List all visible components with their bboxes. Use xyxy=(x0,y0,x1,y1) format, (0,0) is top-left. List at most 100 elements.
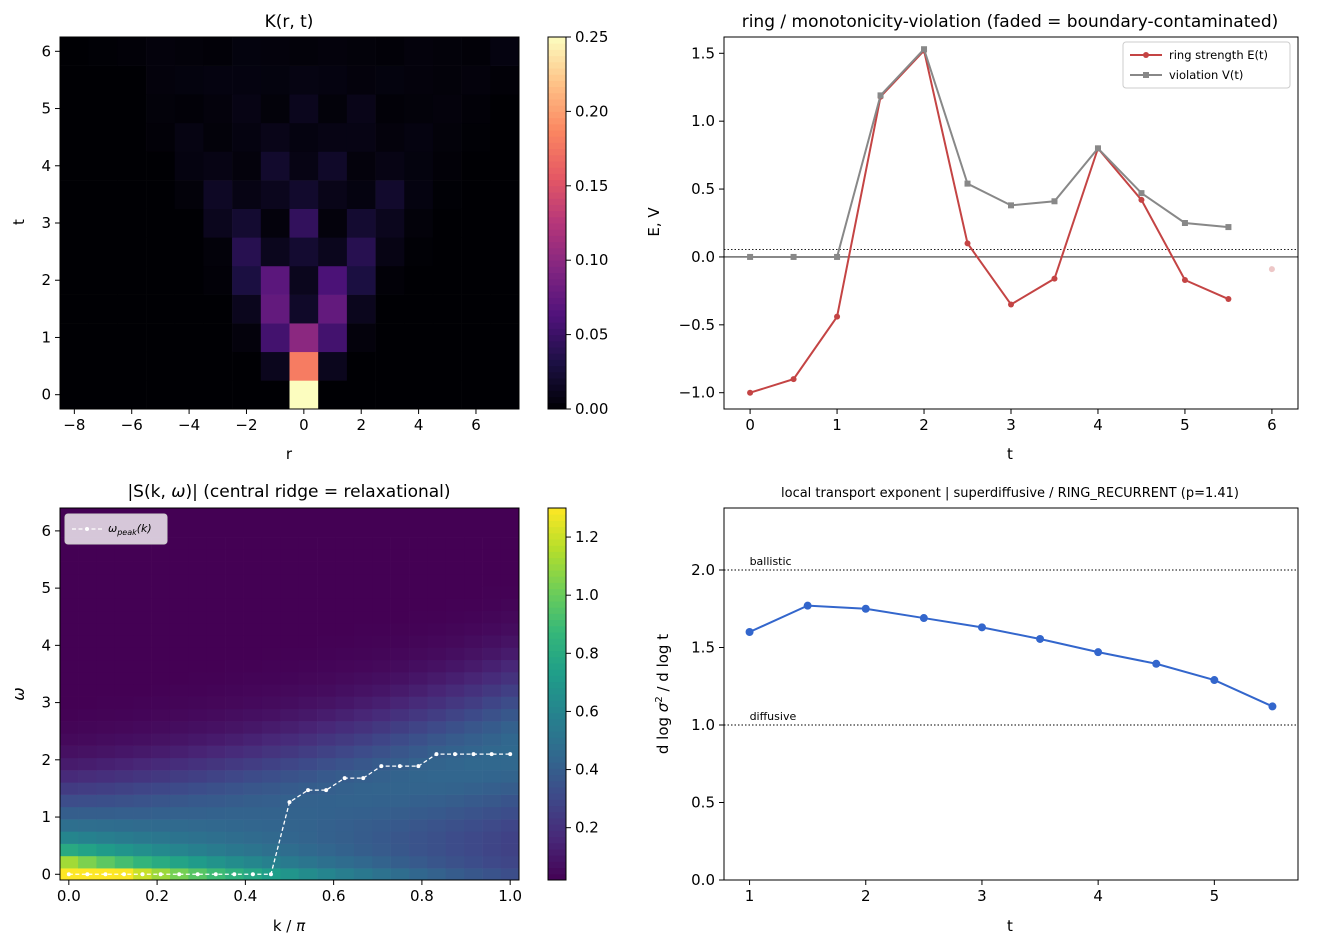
kernel-cell xyxy=(346,294,376,324)
sk-peak-line xyxy=(66,752,513,877)
sk-cell xyxy=(464,794,483,808)
kernel-cell xyxy=(404,151,434,181)
kernel-cell xyxy=(490,122,520,152)
kernel-cell xyxy=(88,94,118,124)
kernel-colorbar-step xyxy=(548,173,566,181)
sk-cell xyxy=(353,757,373,771)
sk-colorbar-frame xyxy=(547,507,567,881)
peak-point xyxy=(379,764,384,769)
sk-cell xyxy=(409,831,428,844)
sk-cell xyxy=(169,537,189,550)
sk-cell xyxy=(60,770,79,783)
sk-cell xyxy=(372,659,391,673)
sk-cell xyxy=(464,659,483,673)
violation-point xyxy=(1138,190,1145,197)
sk-cell xyxy=(60,794,79,808)
kernel-cell xyxy=(289,351,319,381)
sk-ytick-label: 0 xyxy=(41,865,51,883)
sk-cell xyxy=(114,782,134,795)
sk-cell xyxy=(243,561,263,575)
sk-cell xyxy=(427,782,447,795)
sk-cell xyxy=(78,770,97,783)
sk-cell xyxy=(206,745,226,759)
kernel-cell xyxy=(404,208,434,238)
sk-colorbar-step xyxy=(548,842,566,850)
sk-xtick-label: 0.8 xyxy=(410,887,434,905)
transport-xtick-label: 5 xyxy=(1210,887,1220,905)
sk-cell xyxy=(372,794,391,808)
kernel-xtick-label: −2 xyxy=(235,416,257,434)
sk-cell xyxy=(427,598,447,612)
kernel-cell xyxy=(60,294,89,324)
sk-cell xyxy=(427,721,447,734)
sk-cell xyxy=(188,733,208,746)
sk-cell xyxy=(445,708,465,722)
kernel-cell xyxy=(289,180,319,209)
kernel-cell xyxy=(232,265,262,295)
sk-colorbar-step xyxy=(548,805,566,813)
sk-cell xyxy=(78,782,97,795)
ring-strength-point xyxy=(790,376,797,383)
sk-cell xyxy=(96,831,116,844)
sk-cell xyxy=(317,733,336,746)
sk-cell xyxy=(390,573,410,587)
sk-cell xyxy=(188,537,208,550)
sk-cell xyxy=(243,708,263,722)
sk-cell xyxy=(409,537,428,550)
kernel-cell xyxy=(260,237,290,267)
sk-cell xyxy=(261,586,281,599)
sk-cell xyxy=(482,843,502,857)
sk-cell xyxy=(96,647,116,661)
kernel-cell xyxy=(404,323,434,353)
sk-cell xyxy=(317,549,336,562)
kernel-cell xyxy=(461,122,491,152)
sk-cell xyxy=(500,647,520,661)
kernel-colorbar-step xyxy=(548,291,566,298)
sk-cell xyxy=(409,794,428,808)
sk-cell xyxy=(335,537,355,550)
kernel-cell xyxy=(318,65,348,95)
exponent-point xyxy=(1152,659,1161,668)
sk-cell xyxy=(298,721,318,734)
kernel-cell xyxy=(232,208,262,238)
kernel-cell xyxy=(60,380,89,410)
sk-cell xyxy=(151,659,171,673)
kernel-xtick-label: 0 xyxy=(299,416,309,434)
sk-cell xyxy=(445,647,465,661)
sk-cell xyxy=(169,757,189,771)
peak-point xyxy=(471,752,476,757)
sk-cell xyxy=(298,733,318,746)
sk-cell xyxy=(445,549,465,562)
sk-cell xyxy=(372,770,391,783)
kernel-cell xyxy=(346,208,376,238)
sk-cell xyxy=(261,537,281,550)
kernel-cell xyxy=(461,94,491,124)
sk-cell xyxy=(188,586,208,599)
ring-reference-lines xyxy=(724,249,1298,258)
sk-cell xyxy=(114,598,134,612)
sk-cell xyxy=(114,561,134,575)
transport-frame xyxy=(723,507,1299,881)
sk-cell xyxy=(445,586,465,599)
sk-cell xyxy=(206,806,226,820)
sk-cell xyxy=(169,622,189,636)
sk-cell xyxy=(60,733,79,746)
sk-colorbar-step xyxy=(548,799,566,807)
sk-cell xyxy=(335,708,355,722)
sk-cell xyxy=(169,708,189,722)
exponent-point xyxy=(803,601,812,610)
sk-cell xyxy=(60,573,79,587)
kernel-ytick-label: 5 xyxy=(41,100,51,118)
sk-cell xyxy=(390,855,410,869)
sk-colorbar-step xyxy=(548,836,566,844)
kernel-colorbar-step xyxy=(548,37,566,44)
sk-cell xyxy=(188,647,208,661)
sk-cell xyxy=(353,831,373,844)
kernel-ytick-label: 1 xyxy=(41,328,51,346)
kernel-colorbar-step xyxy=(548,396,566,404)
sk-cell xyxy=(409,561,428,575)
sk-xtick-label: 0.2 xyxy=(145,887,169,905)
sk-cell xyxy=(427,586,447,599)
kernel-cell xyxy=(117,37,147,66)
sk-cell xyxy=(133,757,152,771)
